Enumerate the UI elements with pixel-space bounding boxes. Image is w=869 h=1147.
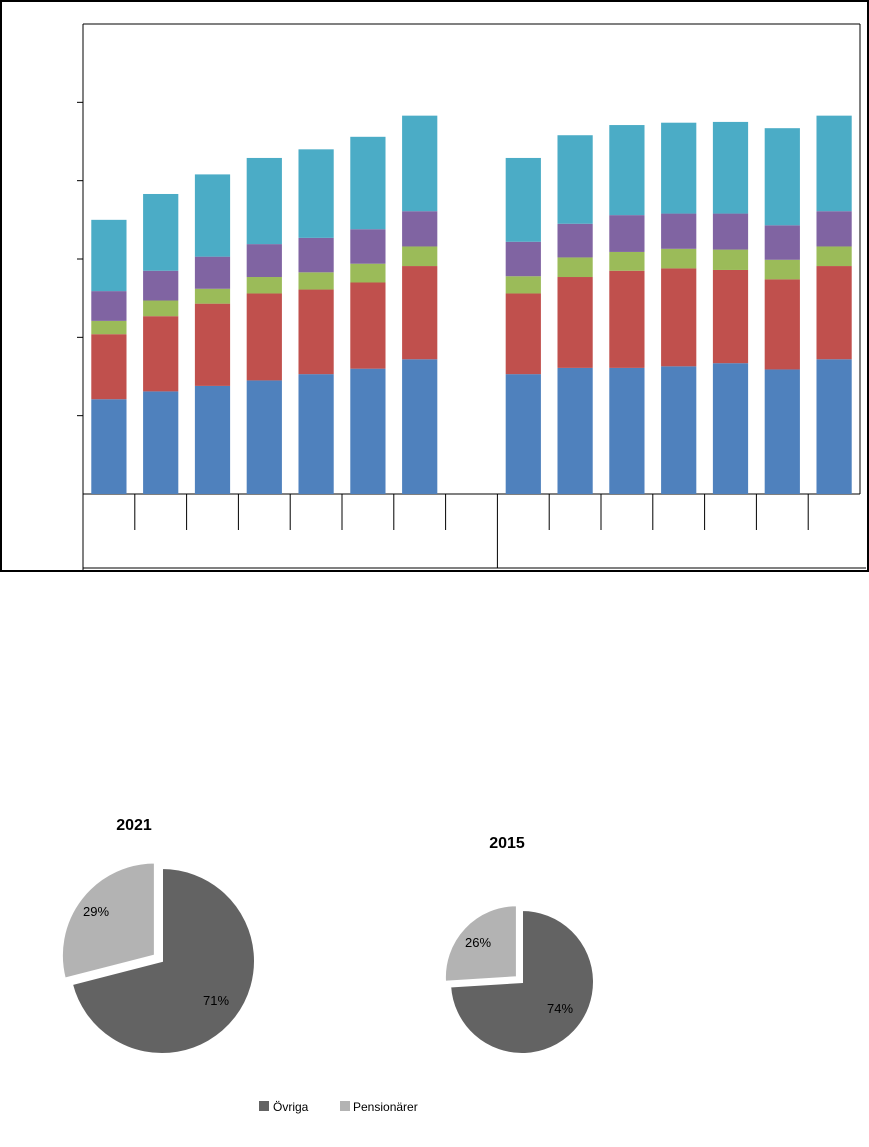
bar-segment [143, 270, 179, 301]
bar-segment [557, 135, 593, 224]
legend-swatch-ovriga [259, 1101, 269, 1111]
pie-slice [60, 861, 156, 980]
bar-segment [712, 363, 749, 494]
pie-chart-2021: 2021 71% 29% [60, 817, 256, 1055]
bar-segment [764, 225, 800, 260]
bar-segment [91, 291, 127, 321]
bar-segment [194, 256, 231, 289]
bar-segment [816, 115, 852, 212]
bar-segment [557, 367, 593, 494]
bar-segment [609, 125, 645, 216]
pie-chart-2015: 2015 74% 26% [443, 835, 595, 1055]
bar-segment [194, 288, 231, 304]
pie-slice [449, 908, 595, 1055]
bar-segment [298, 237, 334, 273]
bar-segment [661, 213, 697, 249]
bar-segment [712, 121, 749, 214]
pie-slice-label: 71% [203, 993, 229, 1008]
bar-segment [557, 277, 593, 368]
bar-segment [246, 244, 282, 278]
bar-segment [246, 293, 282, 381]
bar-segment [557, 257, 593, 278]
bar-segment [764, 128, 800, 226]
bar-segment [764, 369, 800, 494]
bar-segment [402, 115, 438, 212]
bar-segment [143, 300, 179, 317]
pie-title-2015: 2015 [489, 835, 525, 852]
legend-label-pensionarer: Pensionärer [353, 1100, 418, 1114]
bar-segment [764, 279, 800, 370]
bar-segment [350, 282, 386, 369]
pie-slice [443, 904, 518, 983]
bar-segment [91, 219, 127, 292]
bar-segment [246, 380, 282, 494]
bar-segment [143, 193, 179, 271]
x-tick-group [134, 494, 809, 568]
bar-segment [91, 320, 127, 335]
bar-segment [246, 157, 282, 245]
bar-segment [609, 251, 645, 271]
legend-swatch-pensionarer [340, 1101, 350, 1111]
bar-segment [91, 334, 127, 400]
bar-segment [350, 136, 386, 230]
bar-stack-group [91, 115, 852, 494]
bar-segment [143, 391, 179, 494]
bar-segment [661, 248, 697, 269]
stacked-bar-chart [77, 23, 866, 570]
bar-segment [505, 276, 541, 294]
bar-segment [298, 272, 334, 290]
bar-segment [350, 229, 386, 264]
pie-title-2021: 2021 [116, 817, 152, 834]
bar-segment [194, 174, 231, 257]
y-tick-group [77, 101, 83, 417]
bar-segment [350, 368, 386, 494]
bar-segment [194, 303, 231, 386]
bar-segment [816, 246, 852, 267]
bar-segment [764, 259, 800, 280]
bar-segment [505, 374, 541, 494]
bar-segment [712, 213, 749, 250]
pie-slice-label: 74% [547, 1001, 573, 1016]
pie-slice-label: 26% [465, 935, 491, 950]
bar-segment [298, 149, 334, 238]
bar-segment [712, 249, 749, 270]
legend-label-ovriga: Övriga [273, 1100, 309, 1114]
bar-segment [91, 399, 127, 494]
bar-segment [505, 293, 541, 375]
bar-segment [816, 266, 852, 360]
pie-legend: Övriga Pensionärer [259, 1100, 418, 1114]
bar-segment [402, 359, 438, 494]
bar-segment [609, 367, 645, 494]
bar-segment [350, 263, 386, 283]
pie-slice [70, 866, 256, 1055]
bar-segment [661, 268, 697, 367]
bar-chart-frame [0, 0, 869, 572]
bar-segment [816, 211, 852, 247]
bar-segment [609, 270, 645, 368]
bar-segment [298, 374, 334, 494]
bar-segment [194, 385, 231, 494]
bar-segment [298, 289, 334, 375]
bar-segment [661, 122, 697, 214]
bar-segment [505, 157, 541, 242]
bar-segment [609, 215, 645, 252]
bar-segment [816, 359, 852, 494]
bar-segment [402, 211, 438, 247]
bar-segment [557, 223, 593, 258]
bar-segment [402, 266, 438, 360]
bar-segment [661, 366, 697, 494]
bar-segment [246, 277, 282, 294]
bar-segment [505, 241, 541, 277]
bar-segment [712, 269, 749, 364]
bar-segment [402, 246, 438, 267]
bar-segment [143, 316, 179, 392]
pie-slice-label: 29% [83, 904, 109, 919]
